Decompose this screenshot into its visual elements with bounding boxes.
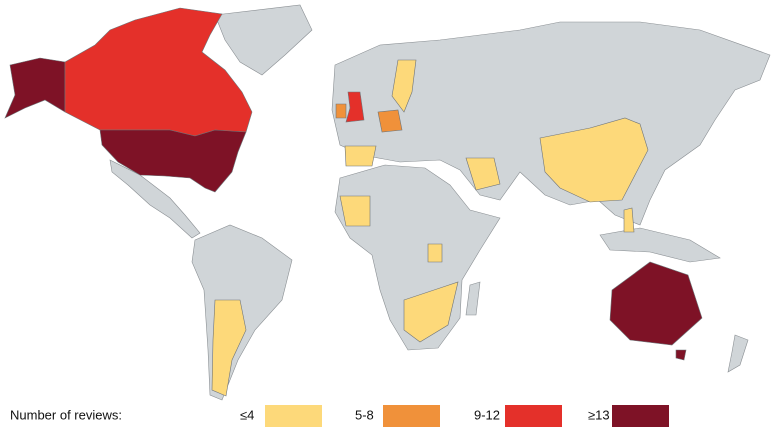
east-africa (427, 243, 443, 263)
argentina (211, 299, 247, 397)
scandinavia (391, 59, 417, 113)
usa (99, 129, 247, 193)
uk (345, 91, 365, 123)
mexico-central-america (109, 159, 201, 239)
europe-asia (331, 21, 771, 226)
legend-swatch (612, 405, 669, 427)
china (539, 117, 649, 203)
map (4, 4, 771, 401)
southeast-asia-islands (599, 227, 721, 263)
netherlands-germany (377, 109, 403, 133)
legend-label: ≤4 (240, 407, 254, 422)
legend: Number of reviews: ≤4 5-8 9-12 ≥13 (10, 405, 669, 427)
africa (334, 164, 501, 351)
tasmania (675, 349, 687, 361)
legend-label: 5-8 (355, 407, 374, 422)
ireland (335, 103, 347, 119)
new-zealand (727, 334, 749, 373)
mali (339, 195, 371, 227)
iran (465, 157, 501, 191)
legend-swatch (505, 405, 562, 427)
alaska (4, 57, 66, 119)
southern-africa (403, 281, 459, 343)
spain (344, 145, 377, 167)
legend-label: 9-12 (474, 407, 500, 422)
greenland (214, 4, 313, 76)
madagascar (465, 281, 481, 316)
australia (609, 261, 703, 346)
legend-swatch (265, 405, 322, 427)
legend-swatch (383, 405, 440, 427)
legend-label: ≥13 (588, 407, 610, 422)
philippines (623, 207, 635, 233)
legend-title: Number of reviews: (10, 407, 122, 422)
